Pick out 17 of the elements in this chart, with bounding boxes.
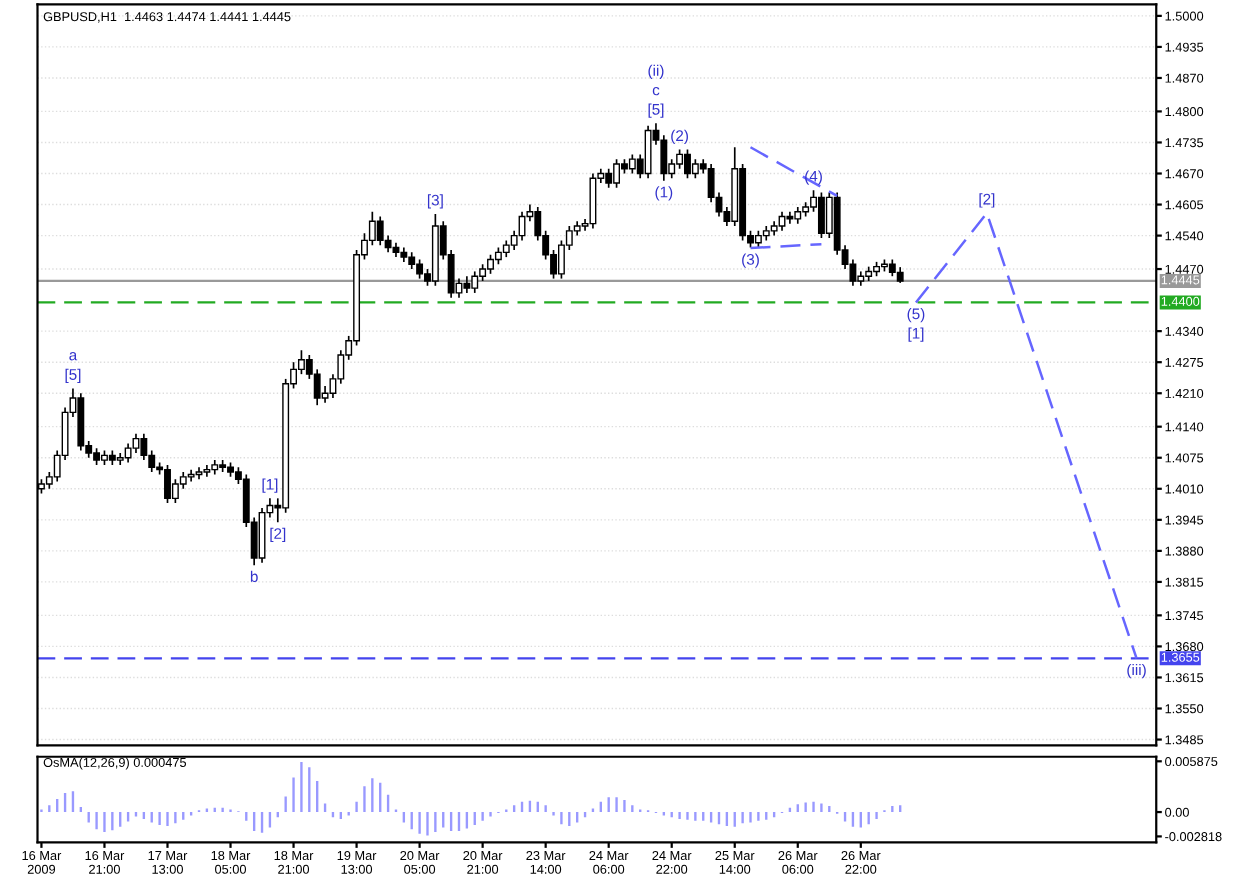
candlestick <box>376 215 384 246</box>
candlestick <box>817 191 825 239</box>
candlestick <box>589 172 597 230</box>
candlestick <box>691 158 699 180</box>
candlestick <box>644 124 652 180</box>
candlestick <box>140 433 148 461</box>
candlestick <box>164 464 171 504</box>
candlestick <box>471 270 479 294</box>
candlestick <box>124 442 132 464</box>
candlestick <box>684 148 691 180</box>
candlestick <box>628 153 636 175</box>
candlestick <box>77 392 85 452</box>
candlestick <box>416 258 424 280</box>
candlestick <box>676 148 684 170</box>
candlestick <box>487 253 494 275</box>
candlestick <box>605 167 613 189</box>
candlestick <box>613 158 621 189</box>
